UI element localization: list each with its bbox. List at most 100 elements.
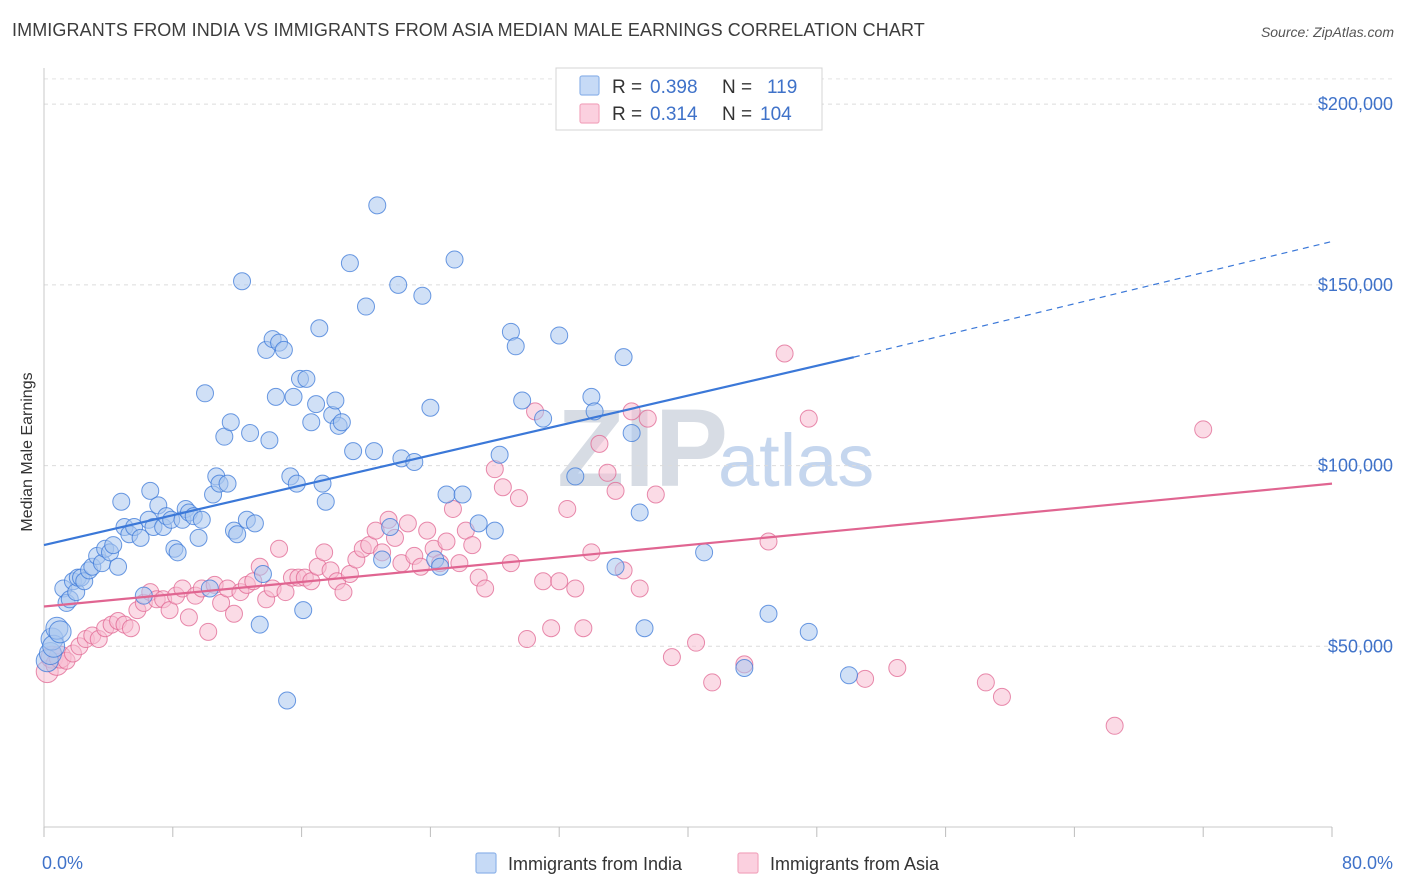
india-point	[141, 481, 160, 500]
trend-line-india	[43, 356, 855, 547]
bottom-legend-swatch-asia	[737, 852, 759, 874]
asia-point	[476, 579, 495, 598]
india-point	[266, 387, 285, 406]
asia-point	[622, 402, 641, 421]
india-point	[302, 413, 321, 432]
india-point	[250, 615, 269, 634]
watermark-atlas: atlas	[718, 419, 874, 502]
india-point	[218, 474, 237, 493]
india-point	[307, 395, 326, 414]
india-point	[506, 337, 525, 356]
india-point	[614, 348, 633, 367]
x-tick-label-max: 80.0%	[1342, 853, 1393, 873]
asia-point	[888, 658, 907, 677]
asia-point	[199, 622, 218, 641]
india-point	[431, 557, 450, 576]
india-point	[233, 272, 252, 291]
india-point	[373, 550, 392, 569]
y-tick-label: $100,000	[1318, 456, 1393, 476]
india-point	[485, 521, 504, 540]
india-point	[469, 514, 488, 533]
legend-r-label-asia: R =	[612, 104, 642, 125]
asia-point	[398, 514, 417, 533]
trend-lines	[43, 240, 1333, 608]
legend-r-label-india: R =	[612, 77, 642, 98]
india-point	[635, 619, 654, 638]
asia-point	[856, 669, 875, 688]
asia-point	[582, 543, 601, 562]
india-point	[284, 387, 303, 406]
india-point	[228, 525, 247, 544]
legend-r-value-asia: 0.314	[650, 104, 698, 125]
asia-point	[590, 434, 609, 453]
asia-point	[1194, 420, 1213, 439]
india-point	[310, 319, 329, 338]
asia-point	[799, 409, 818, 428]
y-tick-labels: $50,000 $100,000 $150,000 $200,000	[1318, 94, 1393, 656]
india-point	[189, 528, 208, 547]
india-point	[241, 424, 260, 443]
asia-point	[493, 478, 512, 497]
asia-point	[759, 532, 778, 551]
india-point	[389, 275, 408, 294]
india-point	[437, 485, 456, 504]
asia-point	[534, 572, 553, 591]
india-point	[109, 557, 128, 576]
asia-point	[270, 539, 289, 558]
india-point	[566, 467, 585, 486]
asia-point	[518, 630, 536, 649]
india-point	[735, 658, 754, 677]
legend-n-value-asia: 104	[760, 104, 792, 125]
india-point	[131, 528, 150, 547]
asia-point	[542, 619, 561, 638]
india-point	[534, 409, 553, 428]
asia-point	[775, 344, 794, 363]
asia-point	[450, 554, 469, 573]
india-point	[196, 384, 214, 403]
asia-point	[662, 648, 681, 667]
india-point	[421, 398, 440, 417]
india-point	[297, 369, 316, 388]
india-point	[104, 536, 123, 555]
asia-point	[121, 619, 140, 638]
india-point	[630, 503, 649, 522]
y-tick-label: $150,000	[1318, 275, 1393, 295]
asia-point	[418, 521, 437, 540]
bottom-legend-label-asia: Immigrants from Asia	[770, 854, 940, 874]
watermark: ZIP atlas	[557, 387, 874, 510]
asia-point	[703, 673, 722, 692]
y-axis-label: Median Male Earnings	[19, 372, 36, 531]
india-point	[192, 510, 211, 529]
india-point	[332, 413, 351, 432]
asia-point	[606, 481, 625, 500]
legend-n-value-india: 119	[767, 77, 797, 98]
india-point	[381, 518, 400, 537]
india-point	[274, 340, 293, 359]
india-point	[357, 297, 375, 316]
asia-point	[687, 633, 706, 652]
legend-bottom: Immigrants from India Immigrants from As…	[475, 852, 940, 874]
gridlines	[44, 78, 1395, 647]
asia-point	[509, 489, 528, 508]
india-point	[759, 604, 778, 623]
x-axis-ticks	[43, 827, 1333, 837]
india-point	[340, 254, 359, 273]
india-point	[445, 250, 464, 269]
india-point	[278, 691, 297, 710]
legend-n-label-india: N =	[722, 77, 752, 98]
y-tick-label: $50,000	[1328, 636, 1393, 656]
asia-point	[566, 579, 585, 598]
india-point	[326, 391, 345, 410]
india-point	[344, 442, 363, 461]
india-point	[112, 492, 131, 511]
asia-point	[558, 499, 577, 518]
india-point	[365, 442, 384, 461]
india-point	[405, 452, 424, 471]
asia-point	[550, 572, 569, 591]
india-point	[48, 620, 72, 644]
india-point	[453, 485, 472, 504]
trend-line-india-extension	[853, 240, 1333, 358]
legend-swatch-asia	[579, 103, 600, 124]
chart-title: IMMIGRANTS FROM INDIA VS IMMIGRANTS FROM…	[12, 20, 925, 40]
